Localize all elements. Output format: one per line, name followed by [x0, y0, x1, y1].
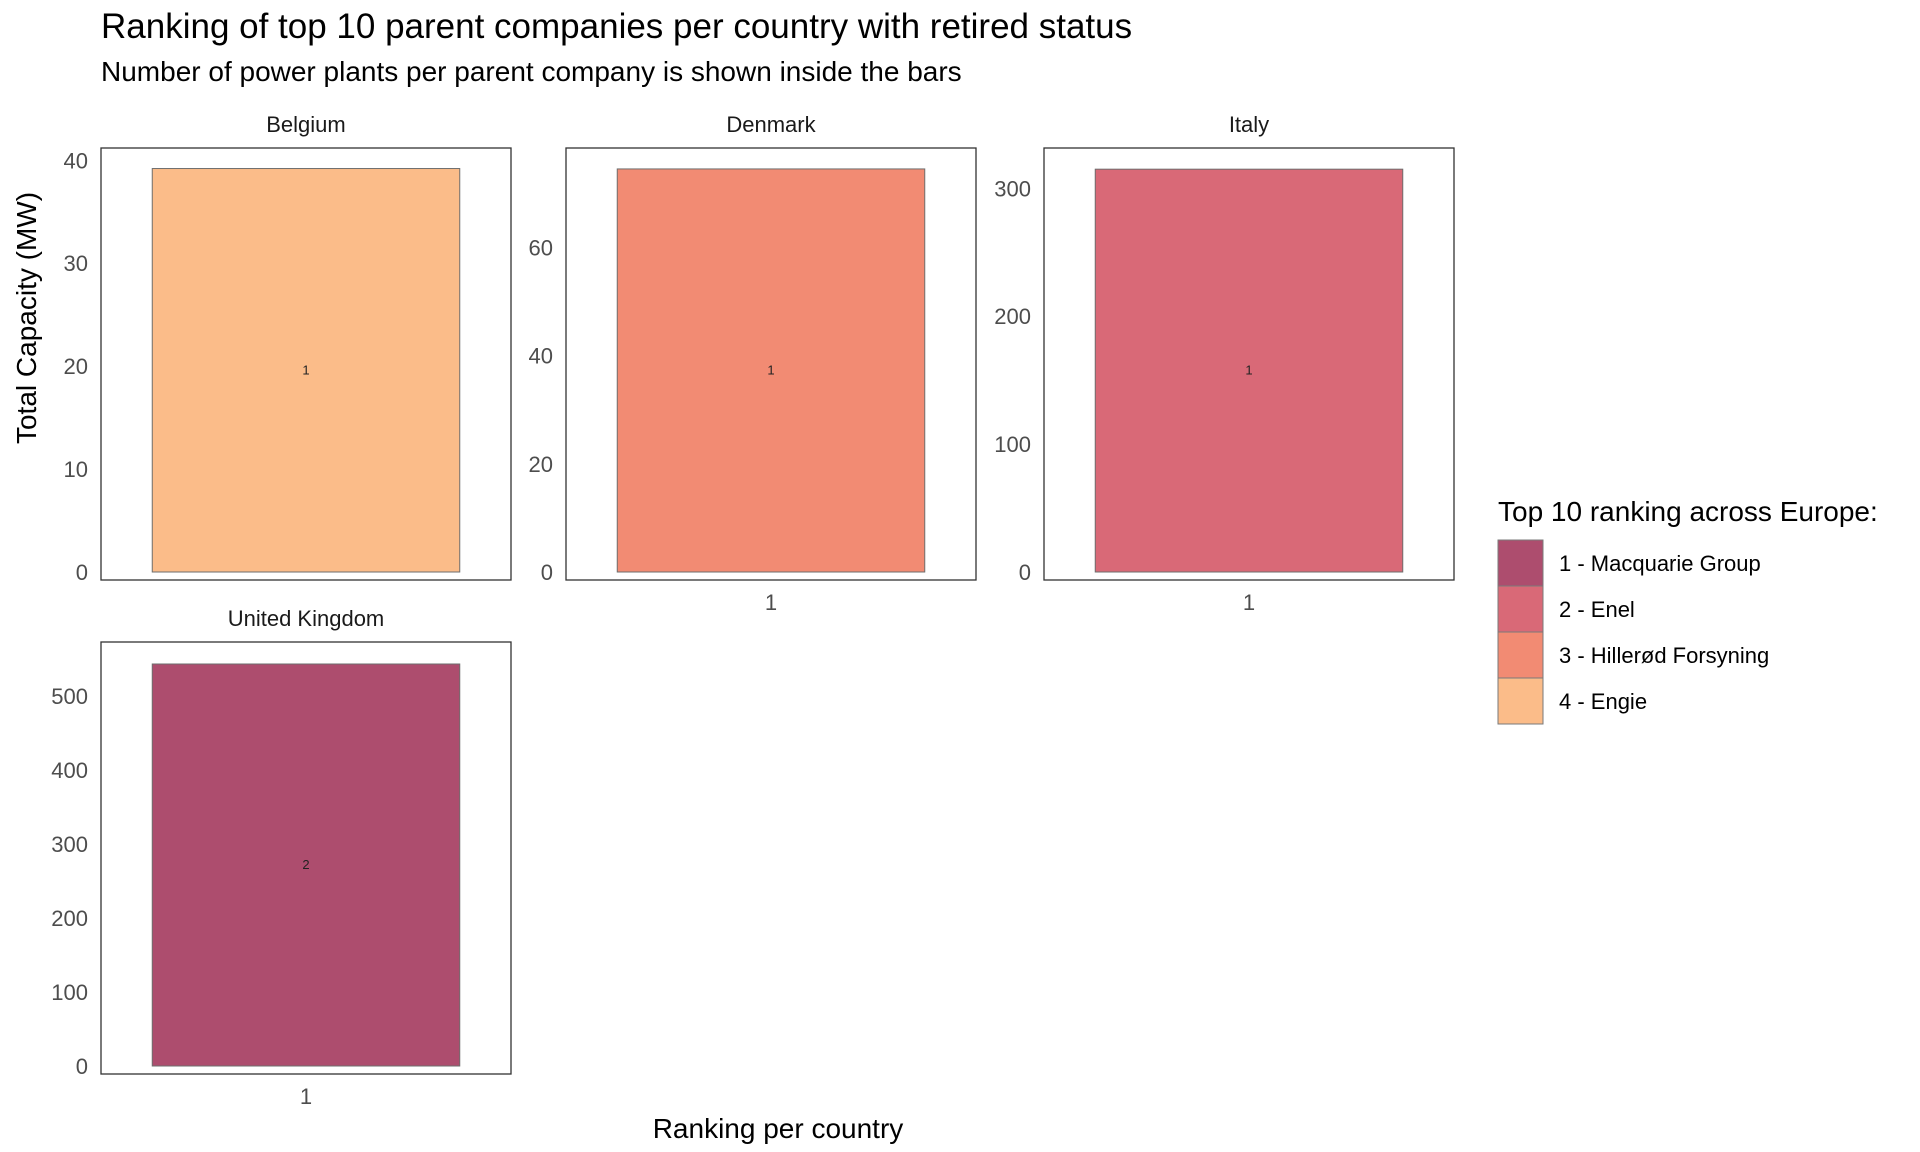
panel-italy: Italy 1 1 0 100 200 300 — [994, 112, 1455, 615]
bar — [616, 168, 926, 573]
y-tick-label: 200 — [51, 906, 88, 931]
x-axis-label: Ranking per country — [653, 1113, 904, 1144]
panel-title: Belgium — [266, 112, 345, 137]
panel-border — [1043, 147, 1455, 581]
chart-title: Ranking of top 10 parent companies per c… — [101, 7, 1132, 46]
y-tick-label: 10 — [64, 457, 88, 482]
y-tick-label: 20 — [529, 452, 553, 477]
y-tick-label: 40 — [529, 344, 553, 369]
y-tick-label: 0 — [1019, 560, 1031, 585]
legend-title: Top 10 ranking across Europe: — [1498, 496, 1878, 527]
bar — [1094, 168, 1404, 573]
y-tick-label: 100 — [51, 980, 88, 1005]
panel-title: United Kingdom — [228, 606, 385, 631]
legend: Top 10 ranking across Europe: 1 - Macqua… — [1497, 496, 1878, 725]
y-tick-label: 20 — [64, 354, 88, 379]
y-tick-label: 500 — [51, 684, 88, 709]
panel-united-kingdom: United Kingdom 2 1 0 100 200 300 400 500 — [51, 606, 512, 1109]
bar — [151, 663, 461, 1067]
x-tick-label: 1 — [1243, 590, 1255, 615]
panel-denmark: Denmark 1 1 0 20 40 60 — [529, 112, 977, 615]
y-tick-label: 0 — [76, 560, 88, 585]
y-tick-label: 100 — [994, 432, 1031, 457]
panel-title: Italy — [1229, 112, 1269, 137]
y-tick-label: 30 — [64, 251, 88, 276]
panel-border — [565, 147, 977, 581]
bar-count-label: 2 — [302, 857, 309, 872]
legend-swatch — [1497, 631, 1544, 679]
y-tick-label: 60 — [529, 235, 553, 260]
facet-panels: Belgium1010203040Denmark110204060Italy11… — [51, 112, 1455, 1109]
bar — [151, 168, 461, 573]
y-tick-label: 0 — [541, 560, 553, 585]
y-tick-label: 200 — [994, 304, 1031, 329]
panel-border — [100, 147, 512, 581]
y-tick-label: 0 — [76, 1054, 88, 1079]
panel-border — [100, 641, 512, 1075]
legend-swatch — [1497, 585, 1544, 633]
legend-entry-label: 3 - Hillerød Forsyning — [1559, 643, 1769, 668]
legend-swatch — [1497, 677, 1544, 725]
x-tick-label: 1 — [300, 1084, 312, 1109]
bar-count-label: 1 — [302, 362, 309, 377]
y-tick-label: 40 — [64, 148, 88, 173]
chart-subtitle: Number of power plants per parent compan… — [101, 56, 962, 87]
y-axis-label: Total Capacity (MW) — [11, 192, 42, 444]
panel-title: Denmark — [726, 112, 816, 137]
legend-entry-label: 2 - Enel — [1559, 597, 1635, 622]
legend-swatch — [1497, 539, 1544, 587]
legend-entry-label: 1 - Macquarie Group — [1559, 551, 1761, 576]
y-tick-label: 300 — [994, 176, 1031, 201]
y-tick-label: 400 — [51, 758, 88, 783]
legend-entry-label: 4 - Engie — [1559, 689, 1647, 714]
x-tick-label: 1 — [765, 590, 777, 615]
y-tick-label: 300 — [51, 832, 88, 857]
bar-count-label: 1 — [1245, 363, 1252, 378]
bar-count-label: 1 — [767, 362, 774, 377]
